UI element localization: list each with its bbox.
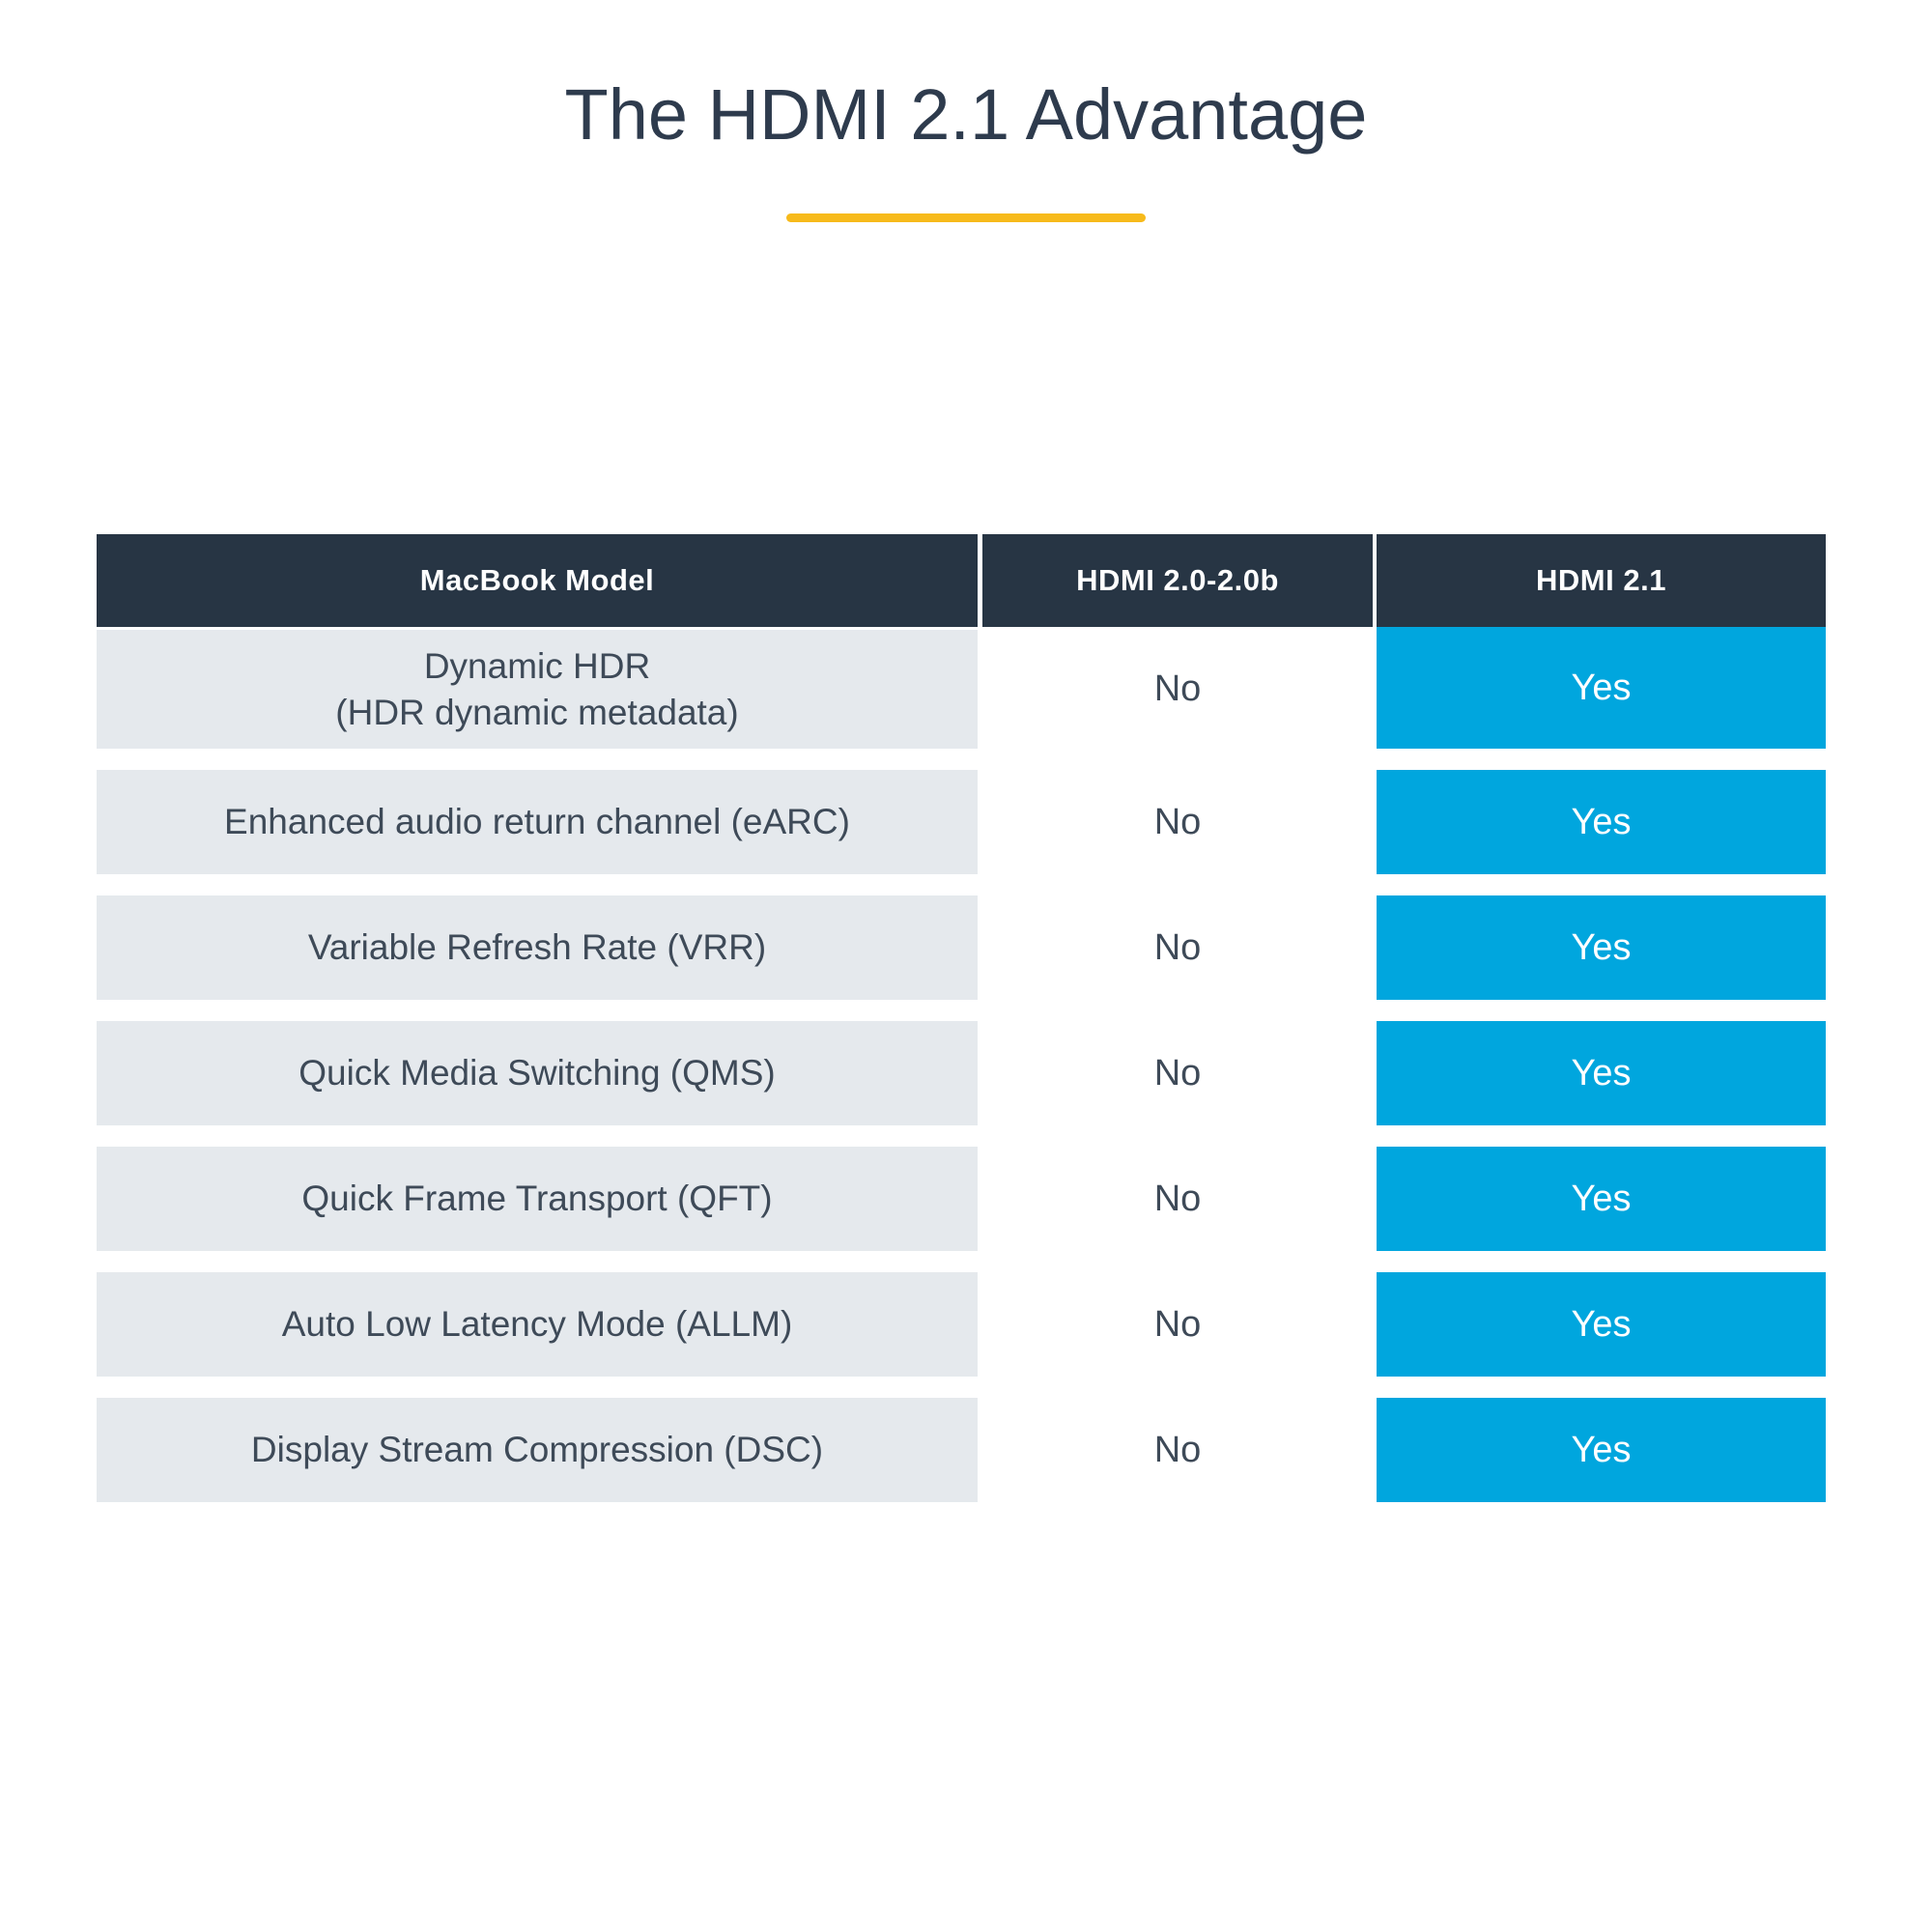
feature-line: Quick Frame Transport (QFT)	[301, 1179, 773, 1219]
hdmi21-cell: Yes	[1377, 770, 1826, 874]
table-row: Quick Frame Transport (QFT) No Yes	[97, 1147, 1826, 1251]
hdmi20-cell: No	[982, 630, 1373, 749]
feature-line: Quick Media Switching (QMS)	[298, 1053, 776, 1094]
comparison-table-body: Dynamic HDR (HDR dynamic metadata) No Yes…	[97, 627, 1826, 1502]
feature-line: Enhanced audio return channel (eARC)	[224, 802, 850, 842]
hdmi21-cell: Yes	[1377, 1147, 1826, 1251]
hdmi21-cell: Yes	[1377, 1398, 1826, 1502]
hdmi20-cell: No	[982, 1021, 1373, 1125]
hdmi21-cell: Yes	[1377, 895, 1826, 1000]
feature-cell: Variable Refresh Rate (VRR)	[97, 895, 978, 1000]
table-row: Auto Low Latency Mode (ALLM) No Yes	[97, 1272, 1826, 1377]
header-hdmi-21: HDMI 2.1	[1377, 534, 1826, 627]
table-row: Display Stream Compression (DSC) No Yes	[97, 1398, 1826, 1502]
header-macbook-model: MacBook Model	[97, 534, 978, 627]
table-row: Variable Refresh Rate (VRR) No Yes	[97, 895, 1826, 1000]
page-title: The HDMI 2.1 Advantage	[564, 74, 1368, 155]
feature-cell: Dynamic HDR (HDR dynamic metadata)	[97, 630, 978, 749]
feature-cell: Display Stream Compression (DSC)	[97, 1398, 978, 1502]
hdmi21-cell: Yes	[1377, 1021, 1826, 1125]
hdmi20-cell: No	[982, 770, 1373, 874]
hdmi20-cell: No	[982, 1398, 1373, 1502]
table-header-row: MacBook Model HDMI 2.0-2.0b HDMI 2.1	[97, 534, 1826, 627]
feature-cell: Enhanced audio return channel (eARC)	[97, 770, 978, 874]
feature-line: Variable Refresh Rate (VRR)	[307, 927, 767, 968]
comparison-table: MacBook Model HDMI 2.0-2.0b HDMI 2.1 Dyn…	[97, 534, 1826, 1502]
hdmi20-cell: No	[982, 895, 1373, 1000]
table-row: Enhanced audio return channel (eARC) No …	[97, 770, 1826, 874]
title-underline	[786, 213, 1146, 222]
feature-line: Auto Low Latency Mode (ALLM)	[281, 1304, 793, 1345]
feature-line: Display Stream Compression (DSC)	[250, 1430, 824, 1470]
feature-line: (HDR dynamic metadata)	[335, 692, 739, 732]
feature-line: Dynamic HDR	[423, 646, 651, 687]
feature-cell: Quick Frame Transport (QFT)	[97, 1147, 978, 1251]
feature-cell: Quick Media Switching (QMS)	[97, 1021, 978, 1125]
hdmi21-cell: Yes	[1377, 627, 1826, 749]
table-row: Dynamic HDR (HDR dynamic metadata) No Yes	[97, 627, 1826, 749]
hdmi21-cell: Yes	[1377, 1272, 1826, 1377]
table-row: Quick Media Switching (QMS) No Yes	[97, 1021, 1826, 1125]
hdmi20-cell: No	[982, 1147, 1373, 1251]
hdmi20-cell: No	[982, 1272, 1373, 1377]
header-hdmi-20: HDMI 2.0-2.0b	[982, 534, 1373, 627]
feature-cell: Auto Low Latency Mode (ALLM)	[97, 1272, 978, 1377]
